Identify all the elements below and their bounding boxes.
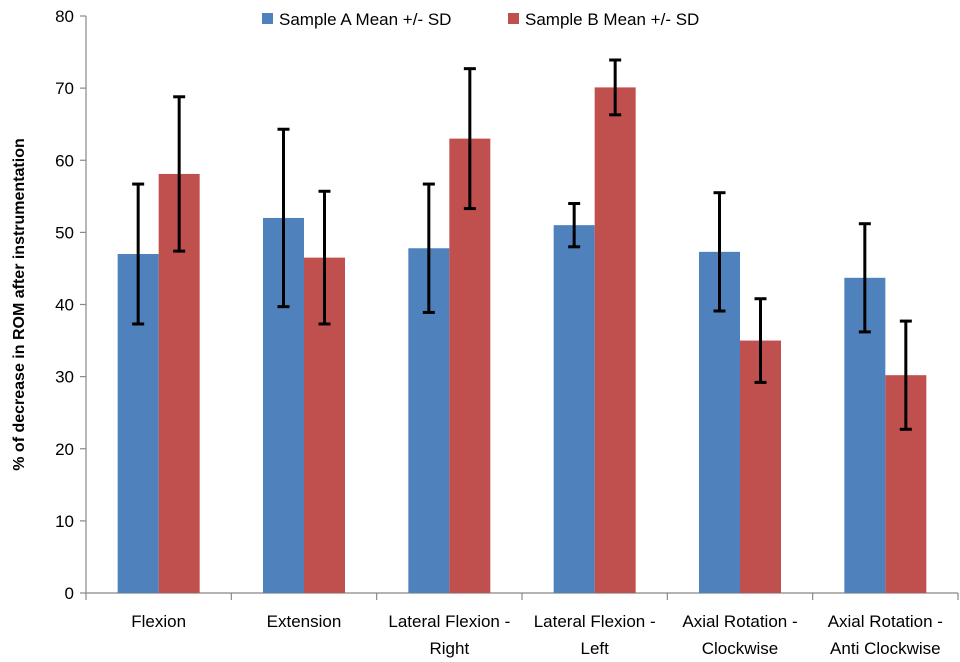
legend-label: Sample B Mean +/- SD (525, 10, 699, 29)
x-tick-label-line: Lateral Flexion - (534, 612, 656, 631)
bar (594, 87, 636, 593)
legend-swatch (508, 13, 519, 24)
x-tick-label-line: Axial Rotation - (682, 612, 797, 631)
y-tick-label: 30 (55, 368, 74, 387)
y-axis-label: % of decrease in ROM after instrumentati… (11, 138, 28, 471)
y-tick-label: 20 (55, 440, 74, 459)
y-tick-label: 80 (55, 7, 74, 26)
bar (449, 138, 491, 594)
y-tick-label: 10 (55, 512, 74, 531)
x-tick-label: Extension (267, 612, 342, 631)
x-tick-label-line: Right (429, 639, 469, 658)
x-tick-label-line: Flexion (131, 612, 186, 631)
x-tick-label: Flexion (131, 612, 186, 631)
error-bars (132, 58, 912, 431)
y-tick-label: 0 (65, 584, 74, 603)
x-tick-label: Lateral Flexion - Right (388, 612, 510, 658)
legend-label: Sample A Mean +/- SD (279, 10, 451, 29)
x-tick-label-line: Axial Rotation - (828, 612, 943, 631)
y-tick-label: 50 (55, 223, 74, 242)
x-tick-label-line: Clockwise (702, 639, 779, 658)
bars (117, 87, 927, 594)
x-tick-label-line: Left (580, 639, 609, 658)
legend-swatch (262, 13, 273, 24)
axes: 0 10 20 30 40 50 60 70 80 Flexion Extension Lateral… (55, 7, 959, 658)
y-tick-label: 70 (55, 79, 74, 98)
x-tick-label: Lateral Flexion - Left (534, 612, 656, 658)
x-tick-label: Axial Rotation - Anti Clockwise (828, 612, 943, 658)
x-tick-label-line: Extension (267, 612, 342, 631)
bar (553, 225, 595, 593)
x-tick-label-line: Lateral Flexion - (388, 612, 510, 631)
x-tick-label: Axial Rotation - Clockwise (682, 612, 797, 658)
x-tick-label-line: Anti Clockwise (830, 639, 941, 658)
y-tick-label: 60 (55, 151, 74, 170)
y-tick-label: 40 (55, 296, 74, 315)
legend: Sample A Mean +/- SD Sample B Mean +/- SD (262, 10, 699, 29)
